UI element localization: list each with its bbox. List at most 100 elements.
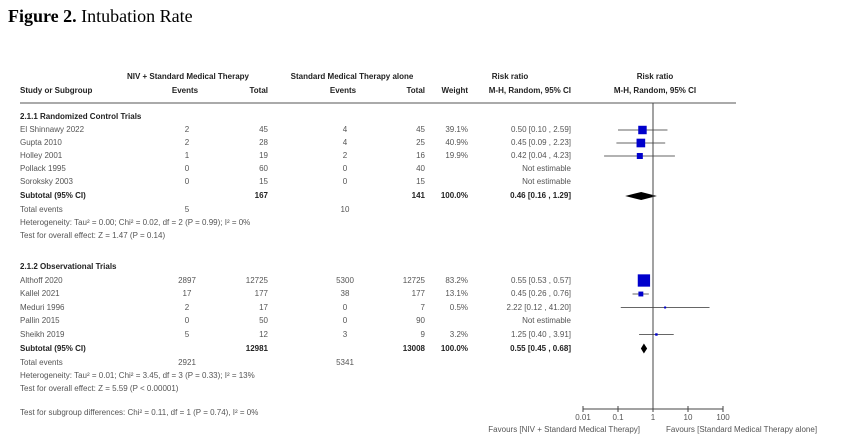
risk-ratio-ci: 2.22 [0.12 , 41.20] [506,302,572,312]
header-events1: Events [171,86,199,95]
subgroup-test-text: Test for subgroup differences: Chi² = 0.… [20,408,259,417]
total-group1: 60 [259,164,268,173]
effect-marker [638,125,647,135]
study-name: Kallel 2021 [20,289,60,298]
study-name: Gupta 2010 [20,138,62,147]
subtotal-weight: 100.0% [440,191,468,200]
pooled-diamond [640,343,648,354]
total-group2: 9 [420,329,425,339]
subtotal-total2: 13008 [402,343,425,353]
events-group1: 17 [182,289,192,298]
total-group2: 90 [416,316,425,325]
favours-right: Favours [Standard Medical Therapy alone] [666,425,818,434]
total-events-group1: 2921 [178,357,196,367]
header-rr-top: Risk ratio [491,72,529,81]
total-events-group1: 5 [184,205,190,214]
weight: 0.5% [449,302,468,312]
risk-ratio-ci: Not estimable [522,316,571,325]
header-total1: Total [249,86,268,95]
risk-ratio-ci: 0.50 [0.10 , 2.59] [510,125,571,134]
total-group2: 45 [416,125,425,134]
total-events-group2: 5341 [336,357,354,367]
subgroup-heading: 2.1.2 Observational Trials [20,262,117,271]
subtotal-total1: 12981 [245,343,268,353]
pooled-diamond [625,192,657,200]
risk-ratio-ci: Not estimable [522,164,571,173]
effect-marker [637,274,651,287]
events-group1: 2 [184,138,190,147]
events-group2: 3 [342,329,348,339]
total-group1: 19 [259,151,268,160]
header-divider [20,102,736,104]
total-group2: 16 [416,151,425,160]
effect-marker [636,152,643,160]
total-group1: 45 [259,125,268,134]
header-events2: Events [329,86,357,95]
total-group2: 177 [411,289,425,298]
total-group1: 12 [259,329,268,339]
events-group1: 0 [184,164,190,173]
effect-marker [638,291,644,297]
header-group1: NIV + Standard Medical Therapy [126,72,250,81]
subtotal-total2: 141 [411,191,425,200]
heterogeneity-text: Heterogeneity: Tau² = 0.01; Chi² = 3.45,… [20,370,255,380]
events-group1: 2 [184,125,190,134]
events-group2: 0 [342,177,348,186]
events-group1: 0 [184,177,190,186]
figure-title: Figure 2. Intubation Rate [8,6,193,26]
risk-ratio-ci: 0.45 [0.26 , 0.76] [510,289,571,298]
header-weight: Weight [441,86,468,95]
x-tick-label: 100 [716,413,730,422]
overall-effect-text: Test for overall effect: Z = 5.59 (P < 0… [20,383,179,393]
header-study: Study or Subgroup [20,86,93,95]
total-group1: 50 [259,316,268,325]
weight: 40.9% [445,138,468,147]
total-events-label: Total events [20,205,63,214]
risk-ratio-ci: 1.25 [0.40 , 3.91] [510,329,571,339]
header-total2: Total [406,86,425,95]
overall-effect-text: Test for overall effect: Z = 1.47 (P = 0… [20,231,166,240]
subtotal-ci: 0.55 [0.45 , 0.68] [510,343,571,353]
study-name: Soroksky 2003 [20,177,73,186]
events-group2: 4 [342,138,348,147]
study-name: Althoff 2020 [20,275,63,285]
risk-ratio-ci: Not estimable [522,177,571,186]
study-name: Pallin 2015 [20,316,60,325]
total-group2: 12725 [402,275,425,285]
heterogeneity-text: Heterogeneity: Tau² = 0.00; Chi² = 0.02,… [20,218,251,227]
total-group1: 15 [259,177,268,186]
header-group2: Standard Medical Therapy alone [290,72,414,81]
effect-marker [655,333,658,336]
events-group2: 0 [342,164,348,173]
effect-marker [636,138,646,148]
subtotal-ci: 0.46 [0.16 , 1.29] [510,191,571,200]
total-group2: 7 [420,302,425,312]
total-group1: 12725 [245,275,268,285]
effect-marker [664,306,667,309]
events-group1: 2 [184,302,190,312]
risk-ratio-ci: 0.45 [0.09 , 2.23] [510,138,571,147]
total-group1: 28 [259,138,268,147]
events-group2: 0 [342,316,348,325]
x-tick-label: 1 [651,413,656,422]
events-group1: 2897 [178,275,196,285]
study-name: Pollack 1995 [20,164,66,173]
events-group1: 0 [184,316,190,325]
x-tick-label: 0.1 [612,413,624,422]
events-group2: 4 [342,125,348,134]
events-group1: 5 [184,329,190,339]
subtotal-total1: 167 [254,191,268,200]
total-group2: 25 [416,138,425,147]
x-tick-label: 10 [684,413,693,422]
events-group2: 2 [342,151,348,160]
events-group2: 0 [342,302,348,312]
total-events-label: Total events [20,357,63,367]
total-group1: 177 [254,289,268,298]
study-name: Meduri 1996 [20,302,65,312]
header-plot-sub: M-H, Random, 95% CI [613,86,697,95]
total-group1: 17 [259,302,268,312]
header-rr-sub: M-H, Random, 95% CI [488,86,571,95]
risk-ratio-ci: 0.55 [0.53 , 0.57] [510,275,571,285]
weight: 3.2% [449,329,468,339]
